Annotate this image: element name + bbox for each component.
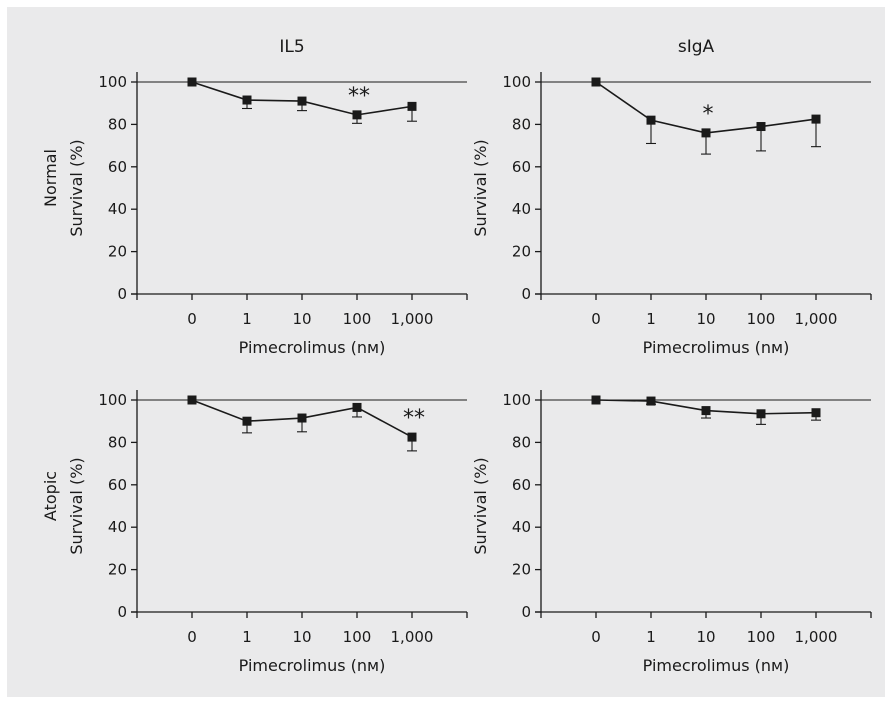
x-axis-label: Pimecrolimus (nᴍ) [643,656,790,675]
y-tick-label: 80 [108,433,127,451]
x-tick-label: 10 [696,310,715,328]
data-point [811,408,821,418]
y-tick-label: 100 [98,73,127,91]
x-axis-label: Pimecrolimus (nᴍ) [239,338,386,357]
y-tick-label: 40 [108,200,127,218]
y-tick-label: 100 [502,73,531,91]
data-point [701,128,711,138]
x-tick-label: 100 [747,628,776,646]
data-point [242,95,252,105]
data-point [352,110,362,120]
x-tick-label: 1,000 [391,310,434,328]
y-tick-label: 40 [512,200,531,218]
y-tick-label: 0 [521,285,531,303]
y-tick-label: 40 [512,518,531,536]
y-tick-label: 60 [108,476,127,494]
x-tick-label: 1,000 [795,310,838,328]
data-point [591,395,601,405]
data-point [756,122,766,132]
y-tick-label: 60 [108,158,127,176]
y-tick-label: 80 [512,115,531,133]
x-tick-label: 0 [591,628,601,646]
x-tick-label: 1 [646,628,656,646]
significance-label: * [703,102,714,127]
y-tick-label: 0 [117,285,127,303]
y-axis-label: Survival (%) [471,457,490,554]
x-tick-label: 1,000 [391,628,434,646]
x-axis-label: Pimecrolimus (nᴍ) [643,338,790,357]
panel-4: Survival (%) 0 20 40 60 80 100 0 1 10 100 1,000 Pime… [471,390,872,675]
data-point [242,416,252,426]
x-tick-label: 10 [696,628,715,646]
data-point [352,402,362,412]
x-tick-label: 100 [343,310,372,328]
data-point [591,77,601,87]
data-point [407,432,417,442]
data-point [187,395,197,405]
row-label: Normal [41,149,60,207]
data-point [297,413,307,423]
data-point [187,77,197,87]
y-tick-label: 80 [512,433,531,451]
data-point [701,406,711,416]
y-tick-label: 0 [117,603,127,621]
x-tick-label: 1,000 [795,628,838,646]
y-tick-label: 0 [521,603,531,621]
y-axis-label: Survival (%) [67,139,86,236]
y-axis-label: Survival (%) [67,457,86,554]
data-point [297,96,307,106]
y-axis-label: Survival (%) [471,139,490,236]
y-tick-label: 100 [502,391,531,409]
panel-3: Atopic Survival (%) 0 20 40 60 80 100 0 1 10 100 1,0… [41,390,468,675]
panel-title: IL5 [279,37,304,57]
y-tick-label: 20 [512,561,531,579]
y-tick-label: 100 [98,391,127,409]
significance-label: ** [348,84,370,109]
y-tick-label: 20 [108,243,127,261]
panel-title: sIgA [678,37,715,57]
y-tick-label: 20 [108,561,127,579]
x-tick-label: 1 [646,310,656,328]
x-axis-label: Pimecrolimus (nᴍ) [239,656,386,675]
data-point [646,396,656,406]
figure-background [7,7,885,697]
y-tick-label: 20 [512,243,531,261]
x-tick-label: 0 [187,628,197,646]
data-point [756,409,766,419]
panel-2: sIgA Survival (%) 0 20 40 60 80 100 0 1 10 100 1,000… [471,37,872,357]
x-tick-label: 10 [292,628,311,646]
data-point [811,114,821,124]
x-tick-label: 100 [747,310,776,328]
data-point [646,115,656,125]
x-tick-label: 1 [242,628,252,646]
x-tick-label: 1 [242,310,252,328]
x-tick-label: 0 [187,310,197,328]
significance-label: ** [403,406,425,431]
y-tick-label: 80 [108,115,127,133]
x-tick-label: 100 [343,628,372,646]
y-tick-label: 40 [108,518,127,536]
y-tick-label: 60 [512,476,531,494]
x-tick-label: 10 [292,310,311,328]
row-label: Atopic [41,471,60,521]
x-tick-label: 0 [591,310,601,328]
data-point [407,101,417,111]
panel-1: IL5 Normal Survival (%) 0 20 40 60 80 100 0 1 10 100… [41,37,468,357]
y-tick-label: 60 [512,158,531,176]
